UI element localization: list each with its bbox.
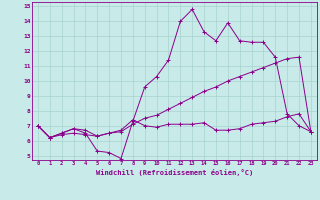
X-axis label: Windchill (Refroidissement éolien,°C): Windchill (Refroidissement éolien,°C): [96, 169, 253, 176]
